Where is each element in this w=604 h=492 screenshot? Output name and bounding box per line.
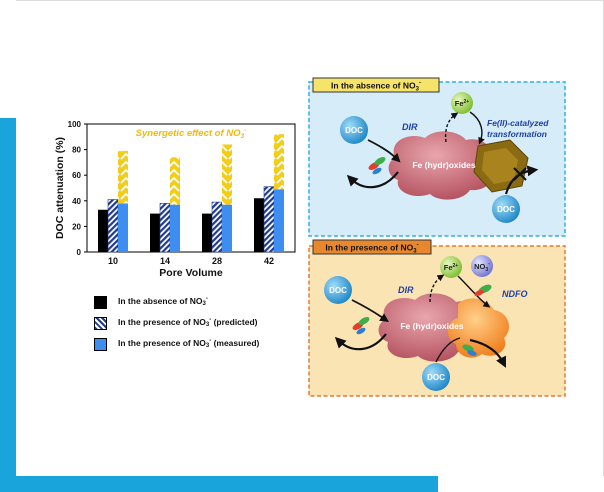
absence-doc-bottom-icon: [492, 195, 520, 223]
bar-measured: [170, 204, 180, 252]
legend-label-predicted: In the presence of NO3- (predicted): [118, 317, 258, 328]
frame-left-bar: [0, 118, 16, 492]
x-tick-label: 28: [212, 256, 222, 266]
legend-swatch-predicted: [94, 317, 107, 330]
legend-item-absence: In the absence of NO3-: [94, 294, 324, 312]
y-axis-label: DOC attenuation (%): [54, 137, 66, 239]
bar-synergy-segment: [118, 150, 128, 204]
presence-doc-top-icon: [324, 276, 352, 304]
absence-title: In the absence of NO3-: [331, 81, 421, 93]
presence-doc-top-label: DOC: [329, 286, 347, 295]
bar-predicted: [263, 186, 275, 253]
x-axis: 10 14 28 42: [108, 256, 274, 266]
legend-swatch-measured: [94, 338, 107, 351]
bar-predicted: [159, 203, 171, 253]
absence-panel: In the absence of NO3- Fe (hydr)oxides D…: [308, 77, 566, 237]
absence-transform-line1: Fe(II)-catalyzed: [487, 118, 549, 128]
presence-fe2-icon: [440, 256, 462, 278]
presence-microbe-bottom-icon: [462, 344, 477, 356]
absence-fe2-icon: [451, 92, 473, 114]
presence-panel: In the presence of NO3- Fe (hydr)oxides …: [308, 239, 566, 397]
x-tick-label: 14: [160, 256, 170, 266]
absence-doc-bottom-label: DOC: [497, 205, 515, 214]
absence-dir-label: DIR: [402, 122, 418, 132]
legend-label-measured: In the presence of NO3- (measured): [118, 338, 260, 349]
y-tick-label: 100: [68, 120, 82, 129]
presence-title-box: [312, 239, 432, 255]
absence-fe2-label: Fe2+: [455, 99, 470, 108]
fe-oxide-cloud-presence: [378, 293, 482, 362]
y-tick-label: 0: [77, 248, 82, 257]
presence-doc-bottom-label: DOC: [427, 373, 445, 382]
presence-dir-label: DIR: [398, 285, 414, 295]
presence-fe2-label: Fe2+: [444, 263, 459, 272]
bar-measured: [222, 204, 232, 252]
bar-absence: [202, 213, 212, 252]
bar-predicted: [107, 199, 119, 253]
oxidized-fe-cloud: [447, 298, 509, 358]
absence-oxide-label: Fe (hydr)oxides: [412, 160, 476, 170]
presence-microbe-icon: [352, 317, 370, 335]
bar-synergy-segment: [274, 134, 284, 190]
legend-swatch-absence: [94, 296, 107, 309]
presence-title: In the presence of NO3-: [325, 243, 418, 255]
absence-transform-line2: transformation: [487, 129, 547, 139]
y-tick-label: 80: [72, 146, 81, 155]
bar-measured: [274, 189, 284, 252]
x-tick-label: 42: [264, 256, 274, 266]
bar-predicted: [211, 201, 223, 253]
bar-absence: [254, 198, 264, 252]
legend-item-measured: In the presence of NO3- (measured): [94, 336, 324, 354]
presence-doc-bottom-icon: [422, 363, 450, 391]
bar-measured: [118, 203, 128, 252]
bar-absence: [150, 213, 160, 252]
presence-no3-label: NO3-: [474, 261, 490, 273]
x-axis-label: Pore Volume: [159, 267, 223, 279]
y-tick-label: 60: [72, 171, 81, 180]
presence-no3-icon: [471, 255, 493, 277]
bar-synergy-segment: [170, 157, 180, 205]
x-tick-label: 10: [108, 256, 118, 266]
legend-label-absence: In the absence of NO3-: [118, 296, 208, 307]
absence-title-box: [312, 77, 440, 93]
legend-item-predicted: In the presence of NO3- (predicted): [94, 315, 324, 333]
absence-doc-top-icon: [340, 116, 368, 144]
ndfo-microbe-icon: [474, 284, 492, 297]
y-tick-label: 20: [72, 222, 81, 231]
bar-chart: 0 20 40 60 80 100 10 14 28 42 Synergetic effect …: [54, 120, 296, 279]
presence-oxide-label: Fe (hydr)oxides: [400, 321, 464, 331]
synergy-annotation: Synergetic effect of NO3-: [136, 127, 247, 140]
fe-oxide-cloud: [388, 131, 494, 200]
absence-doc-top-label: DOC: [345, 126, 363, 135]
y-tick-label: 40: [72, 197, 81, 206]
presence-ndfo-label: NDFO: [502, 289, 528, 299]
frame-bottom-bar: [0, 476, 438, 492]
bar-synergy-segment: [222, 144, 232, 205]
absence-microbe-icon: [368, 157, 386, 175]
blocked-x-icon: [513, 167, 527, 181]
bars: [98, 134, 284, 253]
y-axis: 0 20 40 60 80 100: [68, 120, 87, 257]
bar-absence: [98, 209, 108, 252]
